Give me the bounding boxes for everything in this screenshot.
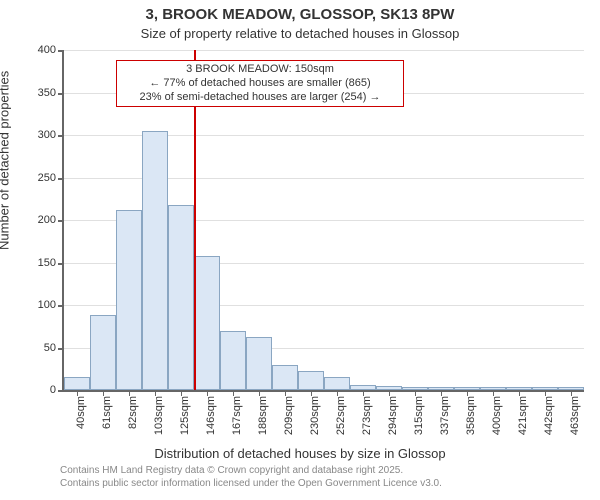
chart-title: 3, BROOK MEADOW, GLOSSOP, SK13 8PW	[0, 6, 600, 23]
x-tick-label: 82sqm	[127, 396, 139, 429]
y-tick-label: 300	[38, 129, 56, 141]
y-tick	[58, 178, 64, 180]
y-tick-label: 0	[50, 384, 56, 396]
histogram-bar	[168, 205, 193, 390]
histogram-bar	[324, 377, 349, 390]
y-tick-label: 200	[38, 214, 56, 226]
y-tick-label: 100	[38, 299, 56, 311]
property-annotation: 3 BROOK MEADOW: 150sqm← 77% of detached …	[116, 60, 404, 107]
x-tick-label: 358sqm	[465, 396, 477, 435]
attribution-line-1: Contains HM Land Registry data © Crown c…	[60, 465, 403, 476]
y-tick	[58, 135, 64, 137]
histogram-bar	[246, 337, 271, 390]
property-size-chart: 3, BROOK MEADOW, GLOSSOP, SK13 8PW Size …	[0, 0, 600, 500]
x-tick-label: 40sqm	[75, 396, 87, 429]
annotation-line: 23% of semi-detached houses are larger (…	[123, 91, 397, 105]
x-tick-label: 103sqm	[153, 396, 165, 435]
y-tick-label: 150	[38, 257, 56, 269]
y-tick-label: 50	[44, 342, 56, 354]
x-tick-label: 167sqm	[231, 396, 243, 435]
annotation-line: 3 BROOK MEADOW: 150sqm	[123, 63, 397, 77]
y-tick	[58, 50, 64, 52]
y-tick	[58, 220, 64, 222]
x-axis-label: Distribution of detached houses by size …	[0, 446, 600, 461]
histogram-bar	[220, 331, 245, 391]
y-tick	[58, 263, 64, 265]
histogram-bar	[116, 210, 141, 390]
y-tick-label: 250	[38, 172, 56, 184]
attribution-text: Contains HM Land Registry data © Crown c…	[60, 465, 442, 490]
x-tick-label: 400sqm	[491, 396, 503, 435]
x-tick-label: 421sqm	[517, 396, 529, 435]
x-tick-label: 61sqm	[101, 396, 113, 429]
y-tick	[58, 305, 64, 307]
x-tick-label: 209sqm	[283, 396, 295, 435]
x-tick-label: 230sqm	[309, 396, 321, 435]
x-tick-label: 337sqm	[439, 396, 451, 435]
y-tick	[58, 390, 64, 392]
chart-subtitle: Size of property relative to detached ho…	[0, 26, 600, 41]
y-tick	[58, 348, 64, 350]
x-tick-label: 294sqm	[387, 396, 399, 435]
x-tick-label: 273sqm	[361, 396, 373, 435]
x-tick-label: 252sqm	[335, 396, 347, 435]
y-tick	[58, 93, 64, 95]
y-tick-label: 350	[38, 87, 56, 99]
x-tick-label: 188sqm	[257, 396, 269, 435]
histogram-bar	[298, 371, 323, 390]
y-axis-label: Number of detached properties	[0, 71, 12, 250]
x-tick-label: 463sqm	[569, 396, 581, 435]
x-tick-label: 315sqm	[413, 396, 425, 435]
annotation-line: ← 77% of detached houses are smaller (86…	[123, 77, 397, 91]
histogram-bar	[64, 377, 89, 390]
y-tick-label: 400	[38, 44, 56, 56]
x-tick-label: 125sqm	[179, 396, 191, 435]
histogram-bar	[142, 131, 167, 390]
attribution-line-2: Contains public sector information licen…	[60, 478, 442, 489]
plot-area: 05010015020025030035040040sqm61sqm82sqm1…	[62, 50, 584, 392]
histogram-bar	[194, 256, 219, 390]
gridline	[64, 50, 584, 51]
histogram-bar	[272, 365, 297, 391]
histogram-bar	[90, 315, 115, 390]
x-tick-label: 442sqm	[543, 396, 555, 435]
x-tick-label: 146sqm	[205, 396, 217, 435]
